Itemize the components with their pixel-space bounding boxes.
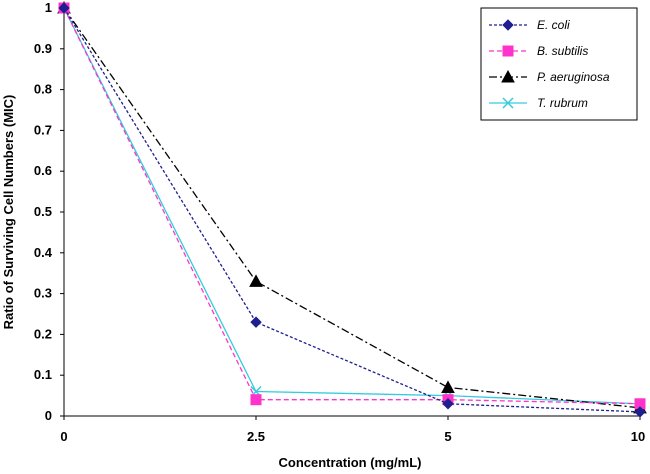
legend-label: P. aeruginosa [537, 70, 610, 84]
legend-label: T. rubrum [537, 96, 588, 110]
y-tick-label: 0.8 [34, 82, 52, 97]
y-tick-label: 0.1 [34, 367, 52, 382]
series-line [63, 7, 641, 405]
y-tick-label: 0.3 [34, 286, 52, 301]
x-axis-ticks: 0 2.5 5 10 [60, 416, 645, 444]
legend-item: E. coli [489, 18, 570, 32]
y-tick-label: 0 [45, 408, 52, 423]
legend-marker [502, 45, 514, 57]
legend-item: P. aeruginosa [489, 69, 610, 84]
legend-label: E. coli [537, 18, 570, 32]
data-point [250, 316, 262, 328]
data-point [634, 406, 646, 418]
y-tick-label: 0.5 [34, 204, 52, 219]
y-tick-label: 0.7 [34, 122, 52, 137]
x-tick-label: 0 [60, 429, 67, 444]
x-tick-label: 10 [631, 429, 645, 444]
y-axis-title: Ratio of Surviving Cell Numbers (MIC) [1, 95, 16, 330]
y-tick-label: 0.6 [34, 163, 52, 178]
legend: E. coli B. subtilis P. aeruginosa T. rubrum [480, 7, 638, 121]
legend-item: B. subtilis [489, 44, 588, 58]
y-axis-ticks: 0 0.1 0.2 0.3 0.4 0.5 0.6 0.7 0.8 0.9 1 [34, 0, 64, 423]
data-point [442, 398, 454, 410]
data-point [249, 274, 263, 287]
data-point [58, 2, 70, 14]
x-tick-label: 5 [444, 429, 451, 444]
x-tick-label: 2.5 [247, 429, 265, 444]
series-line [63, 7, 641, 405]
legend-marker [502, 97, 514, 109]
legend-marker [501, 69, 515, 83]
series-e-coli [58, 2, 646, 418]
y-tick-label: 0.4 [34, 245, 53, 260]
y-tick-label: 1 [45, 0, 52, 15]
data-point [250, 394, 262, 406]
legend-item: T. rubrum [489, 96, 588, 110]
series-line [63, 7, 641, 409]
y-tick-label: 0.9 [34, 41, 52, 56]
legend-marker [502, 19, 514, 31]
x-axis-title: Concentration (mg/mL) [279, 455, 422, 470]
series-layer [57, 0, 647, 418]
y-tick-label: 0.2 [34, 326, 52, 341]
data-point [441, 380, 455, 393]
series-line [63, 7, 641, 413]
legend-label: B. subtilis [537, 44, 588, 58]
